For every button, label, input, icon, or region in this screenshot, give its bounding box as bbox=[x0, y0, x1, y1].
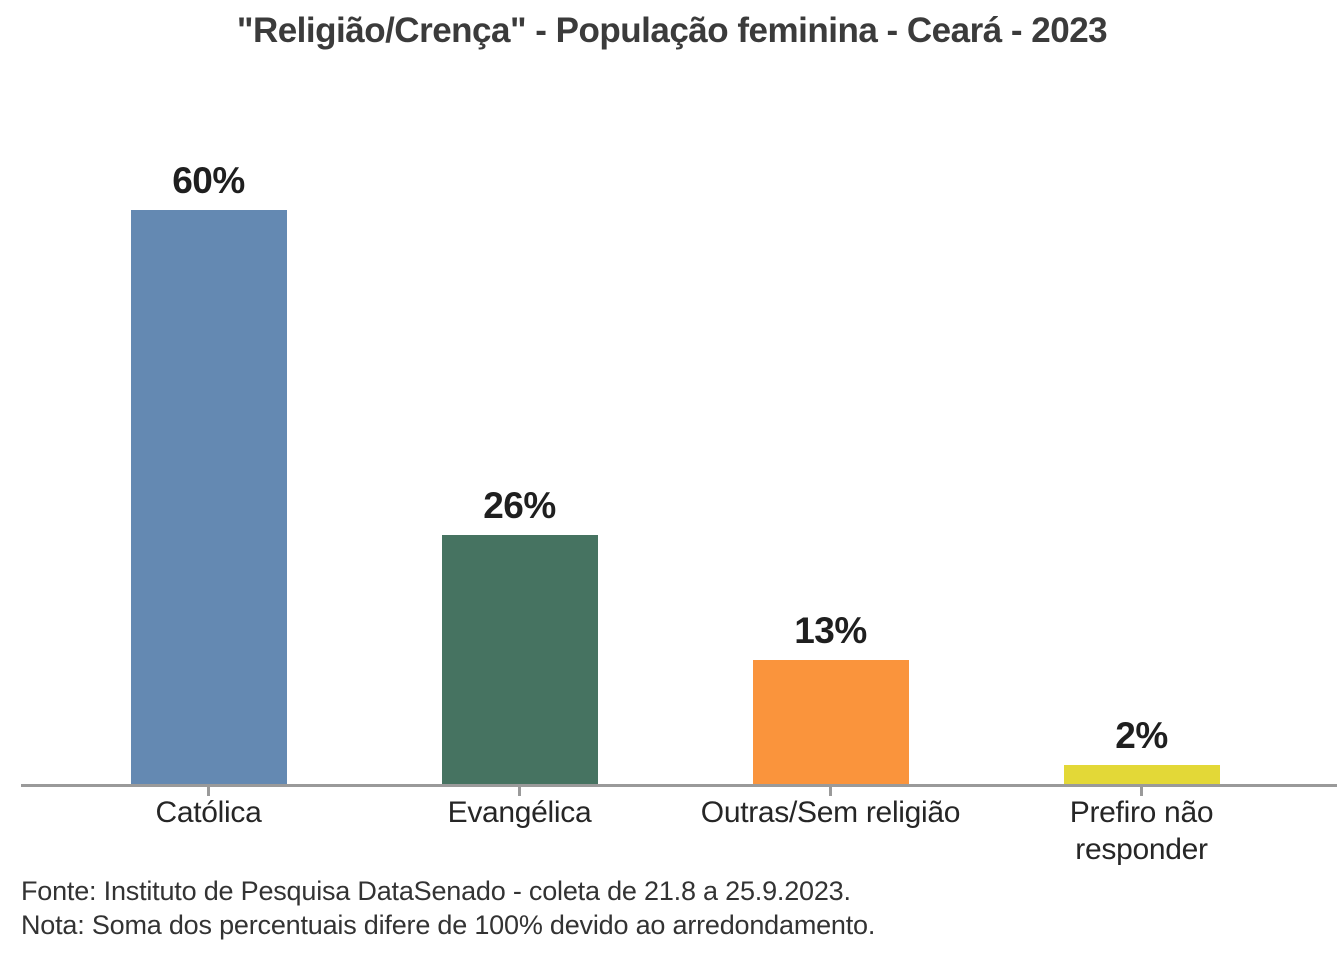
bar-evangelica bbox=[441, 535, 598, 784]
bar-value-label: 60% bbox=[172, 160, 245, 201]
bar-value-label: 13% bbox=[794, 610, 867, 651]
x-axis-label: Outras/Sem religião bbox=[700, 796, 961, 829]
bar-prefiro-nao-responder bbox=[1063, 765, 1220, 784]
x-axis-label: Evangélica bbox=[447, 796, 592, 829]
source-note: Fonte: Instituto de Pesquisa DataSenado … bbox=[21, 876, 851, 906]
bar-value-label: 26% bbox=[483, 485, 556, 526]
bar-value-label: 2% bbox=[1115, 715, 1168, 756]
footer-notes: Fonte: Instituto de Pesquisa DataSenado … bbox=[21, 874, 875, 942]
x-axis-tick bbox=[829, 787, 832, 796]
chart-title: "Religião/Crença" - População feminina -… bbox=[236, 11, 1108, 50]
rounding-note: Nota: Soma dos percentuais difere de 100… bbox=[21, 910, 876, 940]
x-axis-tick bbox=[207, 787, 210, 796]
x-axis-tick bbox=[1140, 787, 1143, 796]
bar-catolica bbox=[130, 210, 287, 784]
x-axis-label: Prefiro não responder bbox=[1069, 796, 1214, 866]
bar-outras-sem-religiao bbox=[752, 660, 909, 784]
x-axis-tick bbox=[518, 787, 521, 796]
x-axis-line bbox=[21, 784, 1337, 787]
x-axis-label: Católica bbox=[155, 796, 262, 829]
